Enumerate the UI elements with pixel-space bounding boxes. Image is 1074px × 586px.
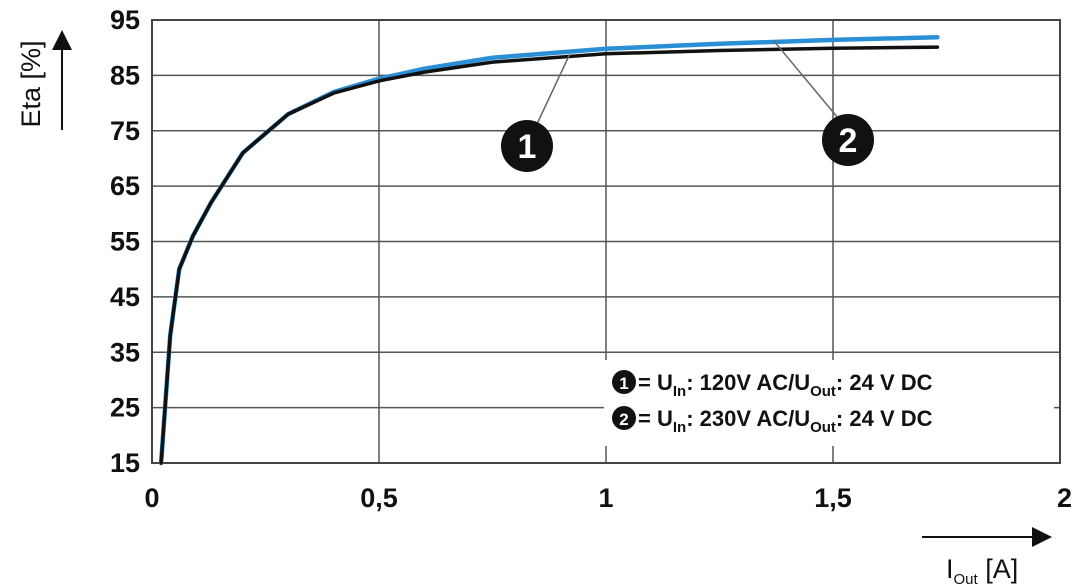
x-tick-label: 2 bbox=[1057, 483, 1072, 513]
y-tick-label: 85 bbox=[110, 60, 140, 90]
legend-marker-2-label: 2 bbox=[619, 410, 628, 429]
legend-marker-1-badge bbox=[612, 370, 636, 394]
y-tick-label: 35 bbox=[110, 337, 140, 367]
y-tick-label: 55 bbox=[110, 227, 140, 257]
y-tick-label: 45 bbox=[110, 282, 140, 312]
x-tick-label: 0 bbox=[144, 483, 159, 513]
callout-badge-1 bbox=[501, 120, 553, 172]
series-group bbox=[158, 34, 940, 466]
y-axis-title: Eta [%] bbox=[16, 40, 46, 127]
series-line-1 bbox=[159, 45, 940, 465]
callout-label-1: 1 bbox=[518, 128, 537, 166]
legend-entry-1-text: = UIn: 120V AC/UOut: 24 V DC bbox=[638, 370, 933, 400]
legend: 1 = UIn: 120V AC/UOut: 24 V DC 2 = UIn: … bbox=[604, 360, 1054, 446]
y-tick-label: 15 bbox=[110, 448, 140, 478]
x-tick-label: 0,5 bbox=[360, 483, 398, 513]
callout-leader-2 bbox=[773, 40, 839, 119]
x-tick-label: 1 bbox=[598, 483, 613, 513]
x-tick-labels: 0 0,5 1 1,5 2 bbox=[144, 483, 1072, 513]
plot-frame bbox=[151, 19, 1061, 464]
y-tick-label: 25 bbox=[110, 393, 140, 423]
callout-label-2: 2 bbox=[839, 122, 858, 160]
y-tick-label: 75 bbox=[110, 116, 140, 146]
legend-entry-2: 2 = UIn: 230V AC/UOut: 24 V DC bbox=[612, 406, 933, 436]
callout-badge-2 bbox=[822, 114, 874, 166]
legend-marker-2-badge bbox=[612, 406, 636, 430]
legend-marker-1-label: 1 bbox=[619, 374, 628, 393]
y-tick-labels: 95 85 75 65 55 45 35 25 15 bbox=[110, 5, 140, 478]
x-tick-label: 1,5 bbox=[814, 483, 852, 513]
callout-leader-1 bbox=[536, 54, 571, 125]
legend-entry-2-text: = UIn: 230V AC/UOut: 24 V DC bbox=[638, 406, 933, 436]
y-tick-label: 95 bbox=[110, 5, 140, 35]
x-axis-title: IOut [A] bbox=[946, 554, 1018, 586]
legend-box bbox=[604, 360, 1054, 446]
y-tick-label: 65 bbox=[110, 171, 140, 201]
legend-entry-1: 1 = UIn: 120V AC/UOut: 24 V DC bbox=[612, 370, 933, 400]
